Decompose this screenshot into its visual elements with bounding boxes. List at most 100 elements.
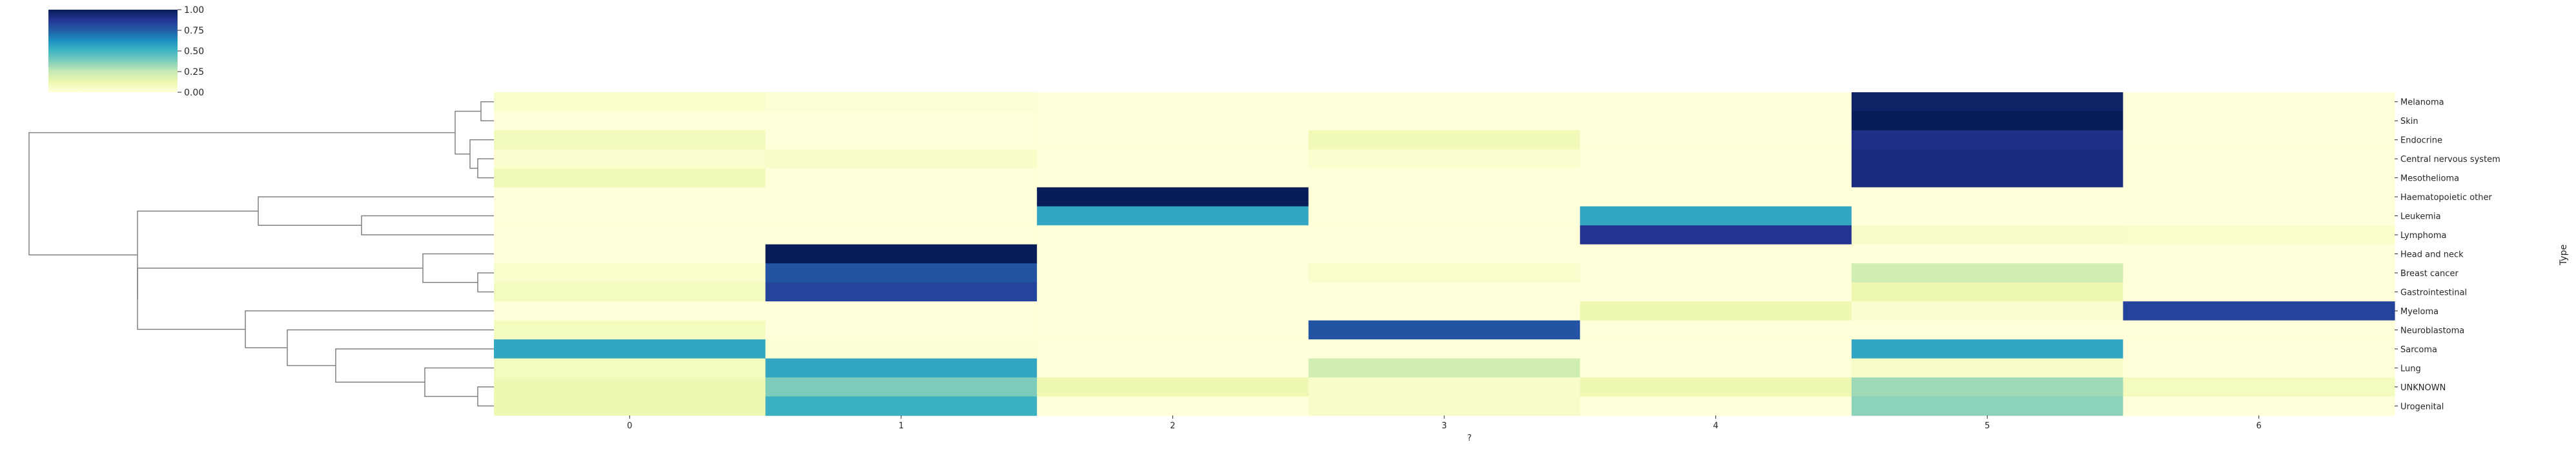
heatmap-cell xyxy=(2123,282,2395,302)
heatmap-cell xyxy=(2123,377,2395,397)
heatmap-cell xyxy=(1851,130,2124,150)
heatmap-cell xyxy=(494,396,766,416)
heatmap-cell xyxy=(1037,225,1309,245)
heatmap-cell xyxy=(765,130,1038,150)
heatmap-cell xyxy=(1851,320,2124,340)
heatmap-cell xyxy=(1851,206,2124,226)
colorbar-gradient xyxy=(48,10,178,92)
heatmap-cell xyxy=(1037,187,1309,207)
y-tick-label: Central nervous system xyxy=(2400,155,2500,165)
heatmap-cell xyxy=(1308,263,1580,283)
heatmap-cell xyxy=(2123,111,2395,131)
heatmap-cell xyxy=(1037,168,1309,188)
y-tick-label: Mesothelioma xyxy=(2400,174,2459,184)
heatmap-cell xyxy=(1037,149,1309,169)
heatmap-cell xyxy=(2123,339,2395,359)
heatmap-cell xyxy=(494,187,766,207)
heatmap-cell xyxy=(494,168,766,188)
heatmap-cell xyxy=(1037,282,1309,302)
heatmap-cell xyxy=(1851,187,2124,207)
heatmap-cell xyxy=(2123,358,2395,378)
colorbar-tick-label: 1.00 xyxy=(184,5,204,15)
heatmap-cell xyxy=(1037,244,1309,264)
heatmap-cell xyxy=(765,187,1038,207)
y-tick-label: Myeloma xyxy=(2400,307,2438,317)
heatmap-cell xyxy=(1851,282,2124,302)
heatmap-cell xyxy=(2123,130,2395,150)
dendrogram-link xyxy=(477,272,494,293)
heatmap-cell xyxy=(494,263,766,283)
colorbar-tick-label: 0.25 xyxy=(184,67,204,77)
heatmap-cell xyxy=(765,377,1038,397)
x-axis-label: ? xyxy=(1467,434,1472,443)
y-tick-label: Head and neck xyxy=(2400,250,2464,260)
colorbar: 0.00 0.25 0.50 0.75 1.00 xyxy=(48,5,204,98)
heatmap-cell xyxy=(765,320,1038,340)
heatmap-cell xyxy=(1851,225,2124,245)
y-axis-tick-labels: Melanoma Skin Endocrine Central nervous sys… xyxy=(2395,98,2500,412)
heatmap-cell xyxy=(1308,206,1580,226)
heatmap-cell xyxy=(1580,377,1852,397)
y-tick-label: Gastrointestinal xyxy=(2400,288,2467,297)
heatmap-cell xyxy=(1851,377,2124,397)
heatmap-cell xyxy=(1308,301,1580,321)
heatmap-cell xyxy=(1037,130,1309,150)
heatmap-cell xyxy=(1580,282,1852,302)
heatmap-cell xyxy=(765,244,1038,264)
y-tick-label: UNKNOWN xyxy=(2400,383,2446,393)
heatmap-cell xyxy=(1580,130,1852,150)
dendrogram-link xyxy=(424,367,494,397)
heatmap-cell xyxy=(1308,149,1580,169)
heatmap-cell xyxy=(2123,396,2395,416)
colorbar-tick-label: 0.50 xyxy=(184,46,204,57)
y-axis-label: Type xyxy=(2559,244,2569,266)
dendrogram-link xyxy=(258,196,494,226)
y-tick-label: Lymphoma xyxy=(2400,231,2446,241)
heatmap-cell xyxy=(2123,244,2395,264)
heatmap-cell xyxy=(494,358,766,378)
heatmap-cell xyxy=(1851,263,2124,283)
heatmap-cell xyxy=(1851,111,2124,131)
y-tick-label: Endocrine xyxy=(2400,136,2442,146)
heatmap-cell xyxy=(1851,396,2124,416)
x-axis-tick-labels: 0 1 2 3 4 5 6 xyxy=(627,415,2262,431)
heatmap-cell xyxy=(2123,168,2395,188)
dendrogram-link xyxy=(137,210,258,299)
y-tick-label: Haematopoietic other xyxy=(2400,193,2493,203)
heatmap-cell xyxy=(1580,358,1852,378)
heatmap-cell xyxy=(1851,168,2124,188)
heatmap-cell xyxy=(2123,263,2395,283)
heatmap-cell xyxy=(494,225,766,245)
heatmap-cell xyxy=(1037,111,1309,131)
heatmap-cell xyxy=(1580,92,1852,112)
heatmap-cell xyxy=(494,111,766,131)
heatmap-cell xyxy=(1580,263,1852,283)
y-tick-label: Sarcoma xyxy=(2400,345,2437,355)
x-tick-label: 6 xyxy=(2256,421,2262,431)
heatmap-cell xyxy=(765,263,1038,283)
heatmap-cell xyxy=(1308,111,1580,131)
x-tick-label: 3 xyxy=(1442,421,1447,431)
heatmap-cell xyxy=(1851,301,2124,321)
heatmap-cell xyxy=(1851,92,2124,112)
heatmap-cell xyxy=(1037,92,1309,112)
heatmap-cell xyxy=(494,244,766,264)
heatmap-cell xyxy=(1037,320,1309,340)
heatmap-cell xyxy=(765,225,1038,245)
dendrogram-link xyxy=(455,110,481,155)
heatmap-cell xyxy=(1851,149,2124,169)
heatmap-cell xyxy=(765,149,1038,169)
colorbar-tick-label: 0.00 xyxy=(184,88,204,98)
heatmap-cell xyxy=(765,206,1038,226)
heatmap-cell xyxy=(765,168,1038,188)
y-tick-label: Melanoma xyxy=(2400,98,2444,108)
heatmap-cell xyxy=(494,149,766,169)
heatmap-cell xyxy=(494,377,766,397)
heatmap-cell xyxy=(2123,149,2395,169)
heatmap-cell xyxy=(1580,111,1852,131)
heatmap-cell xyxy=(494,301,766,321)
heatmap-cell xyxy=(1580,168,1852,188)
row-dendrogram xyxy=(28,101,494,407)
heatmap-cell xyxy=(1037,339,1309,359)
heatmap-cell xyxy=(2123,301,2395,321)
